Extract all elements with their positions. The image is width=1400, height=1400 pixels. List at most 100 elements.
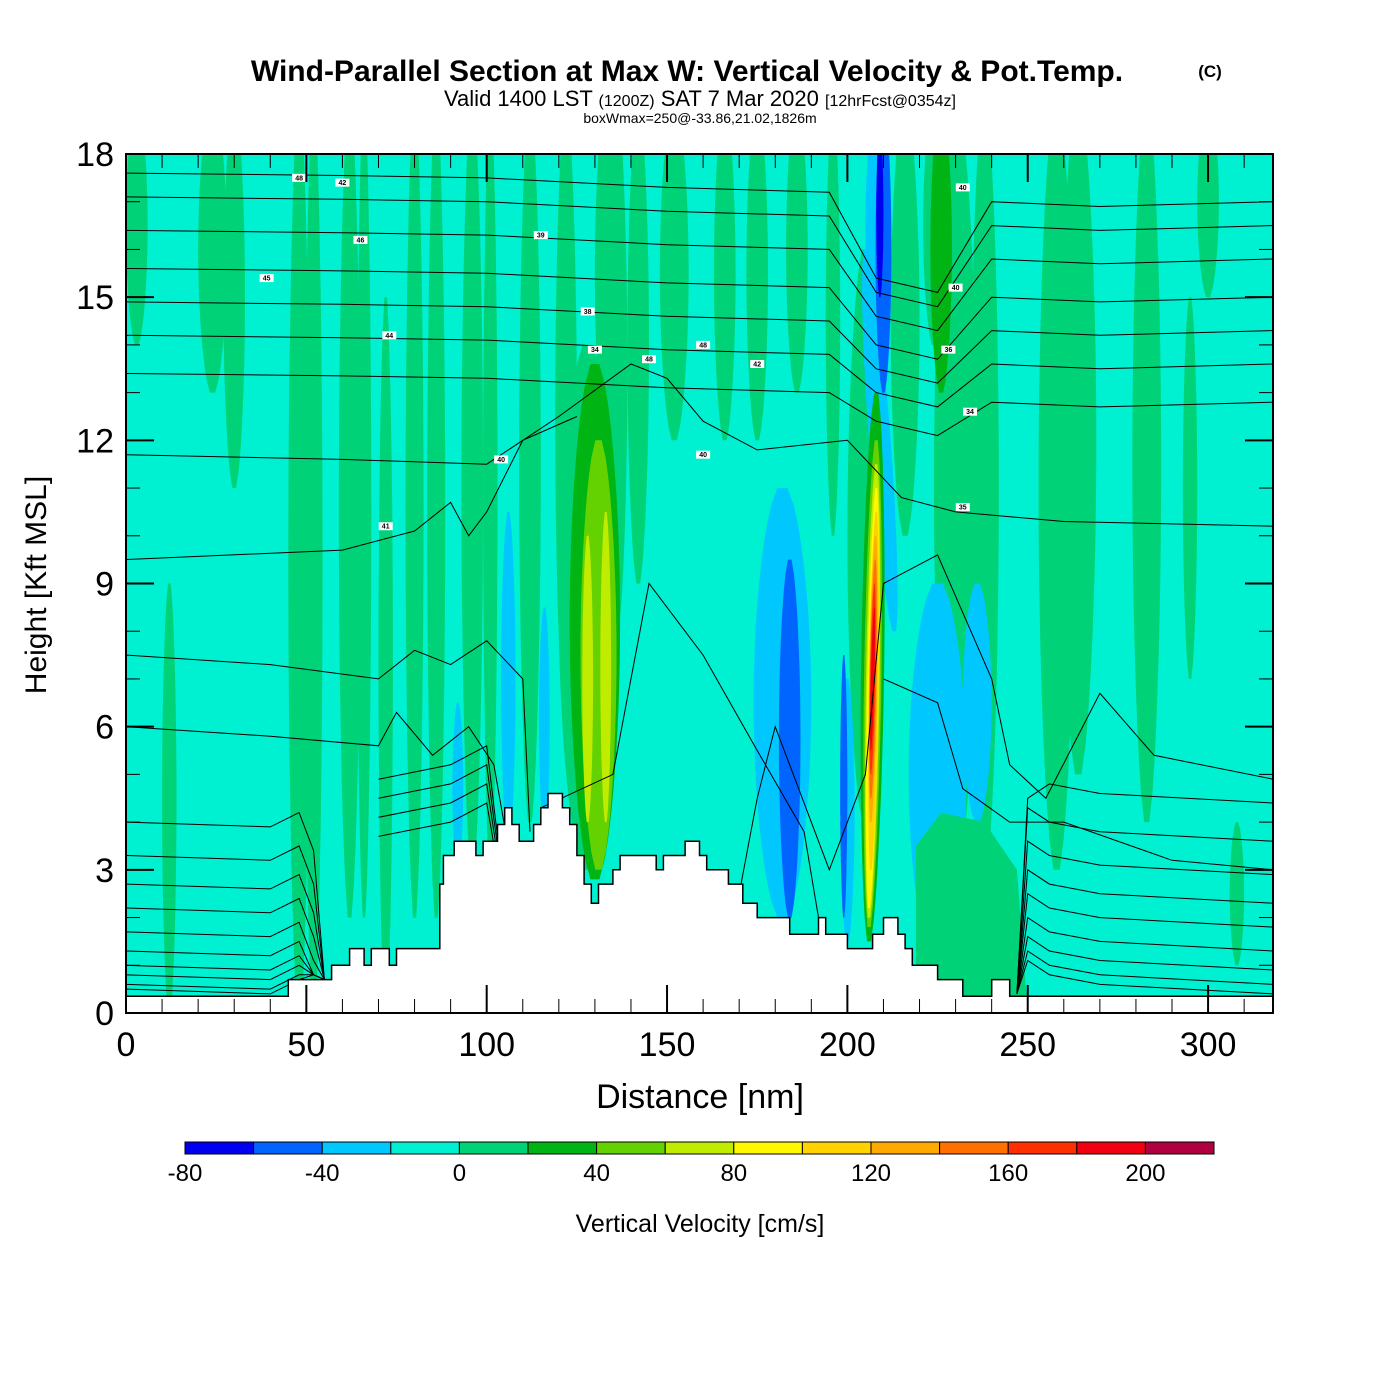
colorbar-tick-label: 120: [851, 1160, 891, 1187]
theta-contour: [1016, 950, 1273, 995]
y-tick-label: 6: [95, 709, 114, 747]
colorbar-swatch: [733, 1141, 803, 1155]
y-axis-label: Height [Kft MSL]: [20, 476, 53, 694]
contour-label-text: 38: [584, 309, 592, 316]
theta-contour: [126, 873, 325, 980]
contour-label-bg: [335, 178, 350, 187]
contour-label: 41: [378, 522, 393, 531]
contour-label: 48: [292, 173, 307, 182]
velocity-field: [126, 154, 1245, 1013]
theta-contour: [126, 845, 325, 980]
contour-label-bg: [382, 331, 397, 340]
contour-label-text: 48: [699, 342, 707, 349]
colorbar: [184, 1141, 1215, 1155]
field-region: [288, 154, 310, 1013]
theta-contour: [378, 745, 498, 837]
axis-ticks: [125, 153, 1273, 1014]
x-tick-label: 300: [1180, 1026, 1237, 1064]
contour-label: 39: [533, 231, 548, 240]
contour-label: 48: [696, 340, 711, 349]
colorbar-swatch: [1007, 1141, 1078, 1155]
x-tick-labels: 0 50 100 150 200 250 300: [117, 1026, 1237, 1064]
contour-label: 45: [259, 274, 274, 283]
chart-subtitle-2: boxWmax=250@-33.86,21.02,1826m: [583, 110, 816, 126]
field-region: [519, 154, 541, 823]
contour-label-bg: [587, 345, 602, 354]
theta-contour: [126, 172, 1273, 293]
contour-label-text: 42: [753, 361, 761, 368]
x-tick-label: 150: [639, 1026, 696, 1064]
chart-title: Wind-Parallel Section at Max W: Vertical…: [251, 55, 1123, 88]
field-region: [539, 607, 550, 832]
colorbar-tick-label: 80: [720, 1160, 747, 1187]
theta-contour: [126, 811, 325, 980]
theta-contour: [126, 334, 1273, 408]
contour-label: 40: [955, 183, 970, 192]
contour-label-text: 40: [497, 457, 505, 464]
y-tick-label: 0: [95, 995, 114, 1033]
theta-contour: [378, 783, 498, 856]
contour-label-bg: [533, 231, 548, 240]
contour-label-bg: [259, 274, 274, 283]
contour-label-bg: [955, 503, 970, 512]
contour-label-bg: [353, 235, 368, 244]
field-region: [930, 154, 952, 393]
colorbar-swatch: [458, 1141, 529, 1155]
field-region: [198, 154, 227, 393]
subtitle-date: SAT 7 Mar 2020: [661, 86, 819, 111]
subtitle-valid: Valid 1400 LST: [444, 86, 592, 111]
field-region: [483, 154, 498, 870]
contour-label: 40: [948, 283, 963, 292]
theta-contours: [126, 172, 1273, 995]
theta-contour: [1016, 935, 1273, 994]
colorbar-tick-label: 40: [583, 1160, 610, 1187]
theta-contour: [1016, 916, 1273, 994]
contour-label: 46: [353, 235, 368, 244]
field-region: [162, 583, 177, 1013]
contour-label: 34: [587, 345, 602, 354]
theta-contour: [126, 897, 325, 980]
contour-label: 40: [696, 450, 711, 459]
contour-label-text: 34: [966, 409, 974, 416]
contour-label-bg: [580, 307, 595, 316]
theta-contour: [126, 921, 325, 980]
colorbar-swatch: [1144, 1141, 1215, 1155]
plot-area: 48 46 45 44 42 40 40 41 39 38 34 48 48 42 40 40 36 34 35: [126, 154, 1273, 1013]
contour-label-bg: [948, 283, 963, 292]
contour-label: 42: [335, 178, 350, 187]
y-tick-label: 3: [95, 852, 114, 890]
field-region: [427, 154, 446, 918]
theta-contour: [126, 301, 1273, 384]
colorbar-tick-label: -80: [168, 1160, 203, 1187]
field-region: [461, 154, 484, 870]
field-region: [600, 511, 612, 823]
contour-label-text: 36: [944, 347, 952, 354]
theta-contour: [378, 764, 498, 847]
field-region: [915, 812, 1028, 1013]
contour-label: 44: [382, 331, 397, 340]
x-tick-label: 250: [999, 1026, 1056, 1064]
contour-label-text: 45: [263, 276, 271, 283]
terrain: [126, 792, 1273, 1013]
contour-label-bg: [378, 522, 393, 531]
subtitle-forecast: [12hrFcst@0354z]: [825, 93, 956, 110]
field-region: [713, 154, 736, 441]
chart-subtitle: Valid 1400 LST (1200Z) SAT 7 Mar 2020 [1…: [444, 86, 956, 111]
contour-label-text: 40: [699, 452, 707, 459]
theta-contour: [378, 802, 498, 866]
x-tick-label: 0: [117, 1026, 136, 1064]
field-region: [778, 559, 801, 918]
field-region: [1182, 297, 1198, 679]
colorbar-tick-label: 0: [453, 1160, 466, 1187]
contour-label: 36: [941, 345, 956, 354]
field-region: [223, 154, 245, 489]
contour-label-bg: [494, 455, 509, 464]
theta-contour: [1016, 959, 1273, 995]
theta-contour: [126, 229, 1273, 332]
theta-contour: [1016, 840, 1273, 994]
theta-contour: [1016, 892, 1273, 994]
contour-labels: 48 46 45 44 42 40 40 41 39 38 34 48 48 42 40 40 36 34 35: [259, 173, 978, 531]
field-region: [1060, 154, 1097, 775]
contour-label: 48: [642, 355, 657, 364]
